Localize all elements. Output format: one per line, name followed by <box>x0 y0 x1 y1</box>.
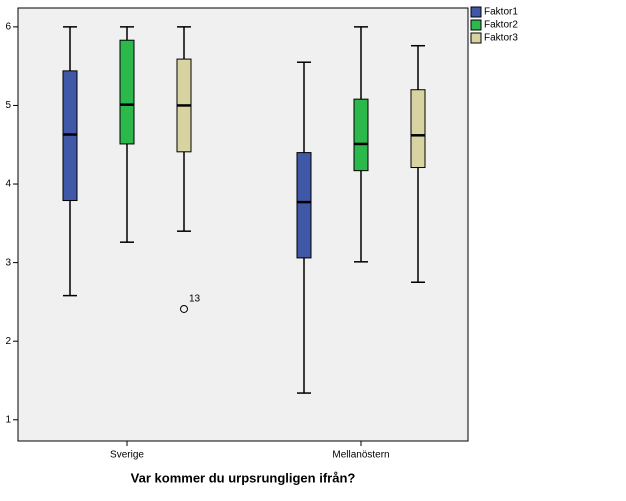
box <box>296 152 312 259</box>
legend-swatch <box>470 32 482 44</box>
y-tick-label: 4 <box>5 179 11 190</box>
x-tick-label: Mellanöstern <box>332 450 389 461</box>
legend-label: Faktor1 <box>484 7 518 18</box>
x-tick-label: Sverige <box>110 450 144 461</box>
legend-swatch <box>470 6 482 18</box>
box <box>410 89 426 169</box>
legend-swatch <box>470 19 482 31</box>
outlier-label: 13 <box>189 294 201 305</box>
legend-label: Faktor2 <box>484 20 518 31</box>
legend-label: Faktor3 <box>484 33 518 44</box>
y-tick-label: 5 <box>5 100 11 111</box>
plot-area <box>17 7 469 442</box>
box <box>119 39 135 145</box>
y-tick-label: 1 <box>5 414 11 425</box>
outlier <box>180 304 188 313</box>
box <box>353 98 369 172</box>
y-tick-label: 6 <box>5 22 11 33</box>
y-tick-label: 3 <box>5 257 11 268</box>
x-axis-title: Var kommer du urpsrungligen ifrån? <box>131 470 356 485</box>
y-tick-label: 2 <box>5 336 11 347</box>
